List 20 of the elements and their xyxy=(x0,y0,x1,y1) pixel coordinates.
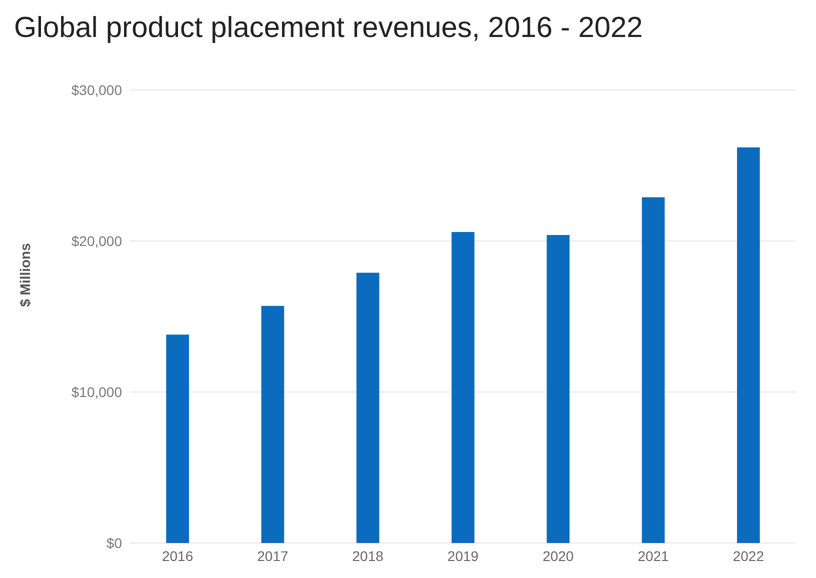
y-tick-label: $0 xyxy=(106,534,122,551)
bar xyxy=(166,334,189,543)
bar xyxy=(261,306,284,543)
x-tick-label: 2019 xyxy=(447,548,479,564)
x-tick-label: 2017 xyxy=(257,548,288,564)
x-tick-label: 2020 xyxy=(542,548,574,564)
bar xyxy=(642,197,665,543)
bar xyxy=(356,272,380,543)
x-tick-label: 2016 xyxy=(162,548,194,564)
bar xyxy=(737,147,760,543)
x-tick-label: 2018 xyxy=(352,548,384,564)
chart-title: Global product placement revenues, 2016 - 2022 xyxy=(14,12,643,45)
bar xyxy=(546,234,570,543)
bar xyxy=(452,232,474,543)
y-tick-label: $10,000 xyxy=(71,384,122,400)
y-axis-title: $ Millions xyxy=(16,242,33,307)
x-tick-label: 2021 xyxy=(638,548,670,564)
y-tick-label: $30,000 xyxy=(71,82,122,98)
y-tick-label: $20,000 xyxy=(71,232,122,249)
x-tick-label: 2022 xyxy=(732,548,764,564)
